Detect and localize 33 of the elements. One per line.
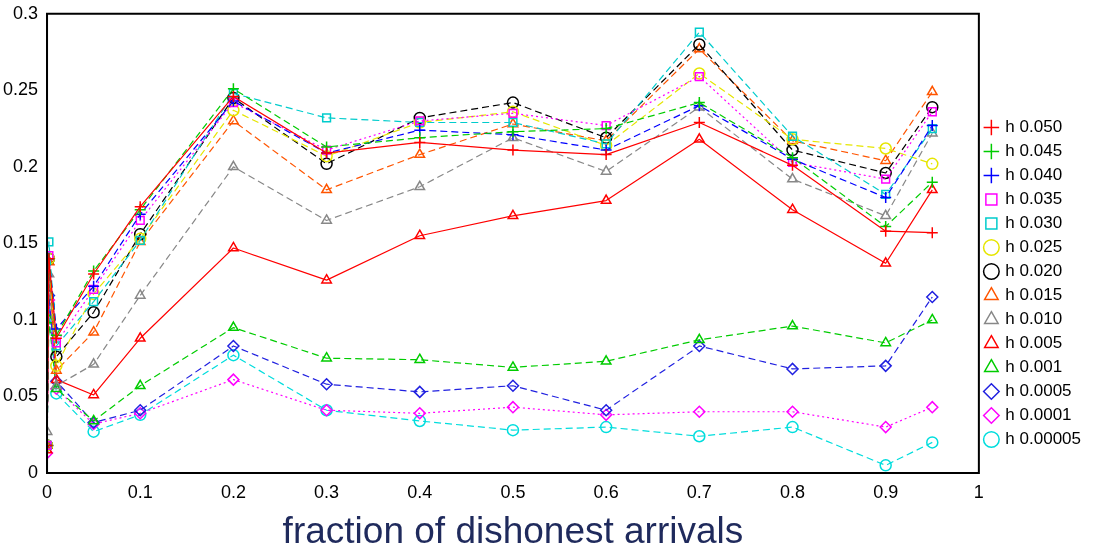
- y-tick-label: 0.3: [13, 2, 39, 23]
- legend-label: h 0.045: [1005, 141, 1063, 161]
- x-tick-label: 0.1: [127, 481, 153, 502]
- y-tick-label: 0.15: [2, 232, 39, 253]
- x-axis-title: fraction of dishonest arrivals: [282, 510, 744, 551]
- x-tick-label: 0.6: [593, 481, 619, 502]
- y-tick-label: 0.25: [2, 79, 39, 100]
- y-tick-label: 0.05: [2, 385, 39, 406]
- x-tick-label: 0.3: [314, 481, 340, 502]
- legend-label: h 0.030: [1005, 213, 1063, 233]
- legend-label: h 0.040: [1005, 165, 1063, 185]
- y-tick-label: 0: [28, 461, 39, 482]
- legend-label: h 0.0005: [1005, 381, 1072, 401]
- x-tick-label: 0.9: [873, 481, 899, 502]
- x-tick-label: 0.5: [500, 481, 526, 502]
- legend-label: h 0.035: [1005, 189, 1063, 209]
- legend-label: h 0.020: [1005, 261, 1063, 281]
- legend-label: h 0.0001: [1005, 405, 1072, 425]
- x-tick-label: 1: [973, 481, 984, 502]
- legend-label: h 0.010: [1005, 309, 1063, 329]
- legend-label: h 0.005: [1005, 333, 1063, 353]
- x-tick-label: 0: [42, 481, 53, 502]
- legend-label: h 0.015: [1005, 285, 1063, 305]
- y-tick-label: 0.2: [13, 155, 39, 176]
- legend-label: h 0.050: [1005, 117, 1063, 137]
- x-tick-label: 0.4: [407, 481, 433, 502]
- x-tick-label: 0.8: [779, 481, 806, 502]
- x-tick-label: 0.2: [220, 481, 246, 502]
- legend-label: h 0.025: [1005, 237, 1063, 257]
- x-tick-label: 0.7: [686, 481, 712, 502]
- legend-label: h 0.00005: [1005, 429, 1082, 449]
- legend-label: h 0.001: [1005, 357, 1063, 377]
- y-tick-label: 0.1: [13, 308, 39, 329]
